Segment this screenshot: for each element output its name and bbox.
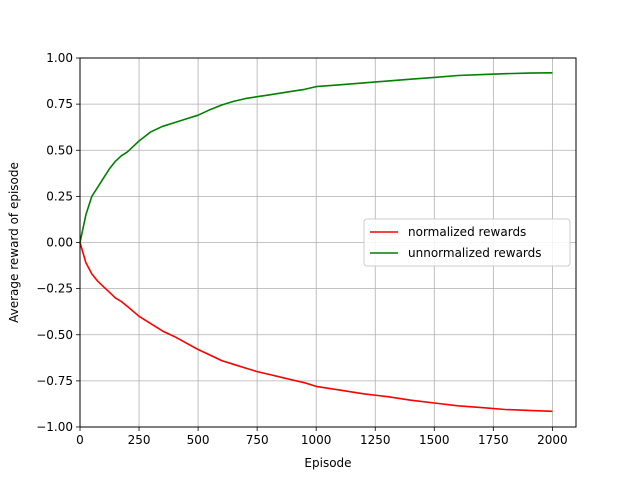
x-tick-label: 1000 bbox=[301, 433, 332, 447]
x-tick-label: 250 bbox=[128, 433, 151, 447]
y-tick-label: 0.25 bbox=[46, 189, 73, 203]
series-layer bbox=[79, 72, 553, 413]
x-tick-label: 1750 bbox=[478, 433, 509, 447]
legend: normalized rewards unnormalized rewards bbox=[363, 218, 571, 267]
legend-label: unnormalized rewards bbox=[408, 246, 542, 260]
legend-box bbox=[363, 218, 571, 267]
y-axis-label: Average reward of episode bbox=[7, 162, 21, 323]
y-tick-label: 0.00 bbox=[46, 236, 73, 250]
x-tick-label: 2000 bbox=[537, 433, 568, 447]
legend-label: normalized rewards bbox=[408, 225, 526, 239]
y-tick-label: −0.25 bbox=[36, 282, 73, 296]
x-tick-label: 750 bbox=[246, 433, 269, 447]
series-line-2 bbox=[79, 72, 553, 243]
y-tick-label: −0.50 bbox=[36, 328, 73, 342]
x-tick-label: 500 bbox=[187, 433, 210, 447]
y-tick-label: −1.00 bbox=[36, 420, 73, 434]
y-tick-label: −0.75 bbox=[36, 374, 73, 388]
x-tick-label: 1500 bbox=[419, 433, 450, 447]
y-tick-label: 1.00 bbox=[46, 51, 73, 65]
y-tick-label: 0.75 bbox=[46, 97, 73, 111]
series-line-1 bbox=[79, 242, 553, 413]
x-tick-label: 1250 bbox=[360, 433, 391, 447]
ticks: 0 250 500 750 1000 1250 1500 1750 2000 1.00 0.75 0.… bbox=[36, 51, 567, 447]
y-tick-label: 0.50 bbox=[46, 143, 73, 157]
x-axis-label: Episode bbox=[304, 456, 351, 470]
x-tick-label: 0 bbox=[76, 433, 84, 447]
